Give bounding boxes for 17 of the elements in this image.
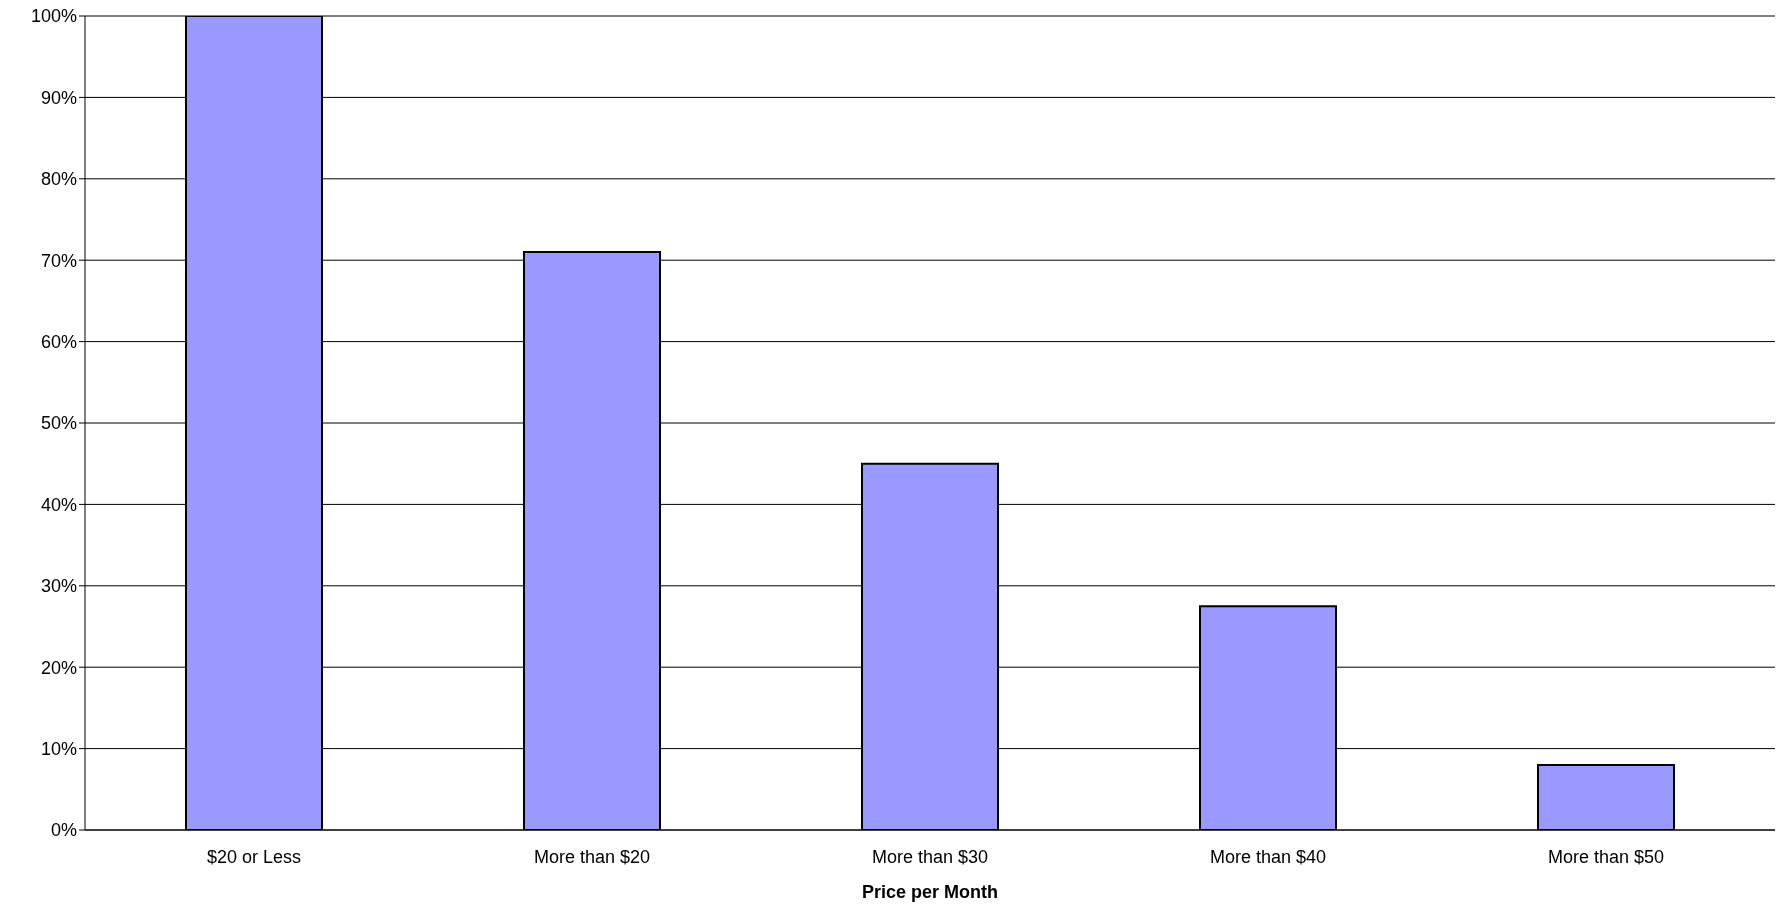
y-tick-label: 50% (40, 413, 77, 434)
x-tick-label: More than $40 (1209, 846, 1327, 867)
x-tick-label: More than $20 (533, 846, 651, 867)
y-tick-label: 100% (30, 6, 77, 27)
x-axis-title: Price per Month (861, 882, 999, 902)
y-tick-label: 40% (40, 494, 77, 515)
x-tick-label: More than $50 (1547, 846, 1665, 867)
x-tick-label: $20 or Less (206, 846, 302, 867)
y-tick-label: 30% (40, 576, 77, 597)
y-tick-label: 20% (40, 657, 77, 678)
y-tick-label: 80% (40, 169, 77, 190)
x-tick-label: More than $30 (871, 846, 989, 867)
y-tick-label: 70% (40, 250, 77, 271)
y-tick-label: 0% (50, 820, 77, 841)
y-tick-label: 10% (40, 738, 77, 759)
y-tick-label: 60% (40, 331, 77, 352)
y-tick-label: 90% (40, 87, 77, 108)
